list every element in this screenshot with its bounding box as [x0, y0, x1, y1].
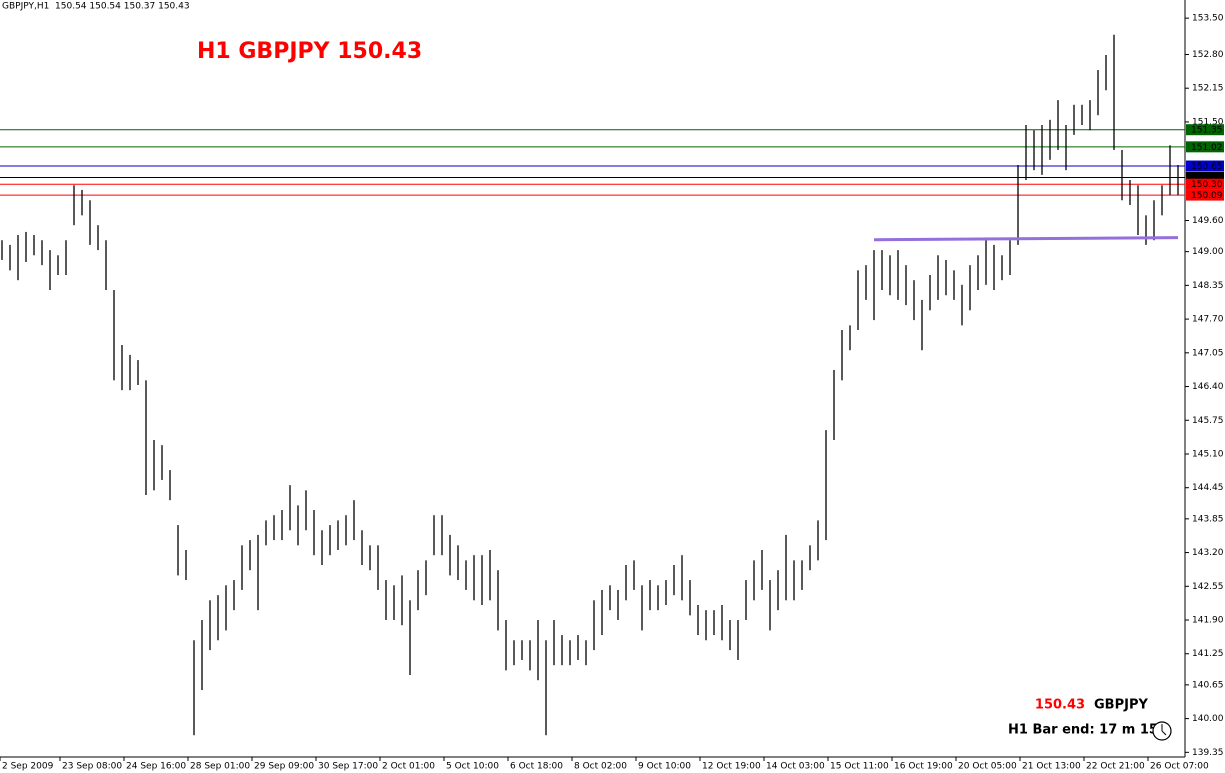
x-tick-label: 26 Oct 07:00: [1150, 762, 1209, 772]
y-tick-label: 151.50: [1192, 117, 1224, 127]
x-tick-label: 22 Oct 21:00: [1086, 762, 1145, 772]
y-tick-label: 153.50: [1192, 14, 1224, 24]
level-tag: [1186, 189, 1224, 201]
x-tick-label: 30 Sep 17:00: [318, 762, 378, 772]
trendline: [873, 236, 1179, 242]
x-tick-label: 28 Sep 01:00: [190, 762, 250, 772]
x-tick-label: 23 Sep 08:00: [62, 762, 122, 772]
level-tag: [1186, 171, 1224, 183]
header: GBPJPY,H1 150.54 150.54 150.37 150.43: [2, 2, 190, 12]
x-tick-label: 2 Oct 01:00: [382, 762, 435, 772]
x-tick-label: 21 Oct 13:00: [1022, 762, 1081, 772]
info-price: 150.43: [1035, 698, 1085, 713]
y-tick-label: 145.75: [1192, 416, 1224, 426]
x-tick-label: 6 Oct 18:00: [510, 762, 563, 772]
clock-icon: [1152, 721, 1172, 741]
y-tick-label: 152.80: [1192, 50, 1224, 60]
level-tag: [1186, 178, 1224, 190]
y-tick-label: 152.15: [1192, 84, 1224, 94]
y-tick-label: 148.35: [1192, 281, 1224, 291]
level-tag: [1186, 160, 1224, 172]
info-bar-end: H1 Bar end: 17 m 15 s: [1008, 723, 1170, 738]
level-tag: [1186, 124, 1224, 136]
y-tick-label: 140.00: [1192, 714, 1224, 724]
y-tick-label: 149.00: [1192, 247, 1224, 257]
x-tick-label: 20 Oct 05:00: [958, 762, 1017, 772]
x-tick-label: 29 Sep 09:00: [254, 762, 314, 772]
y-tick-label: 147.70: [1192, 315, 1224, 325]
y-tick-label: 143.20: [1192, 548, 1224, 558]
chart-title: H1 GBPJPY 150.43: [197, 39, 422, 64]
level-label: 150.09: [1191, 191, 1223, 201]
y-tick-label: 139.35: [1192, 748, 1224, 758]
x-tick-label: 9 Oct 10:00: [638, 762, 691, 772]
level-tag: [1186, 141, 1224, 153]
y-tick-label: 144.45: [1192, 483, 1224, 493]
info-symbol: GBPJPY: [1094, 698, 1148, 713]
y-tick-label: 141.25: [1192, 649, 1224, 659]
x-tick-label: 12 Oct 19:00: [702, 762, 761, 772]
price-bars: [1, 34, 1179, 736]
y-tick-label: 149.60: [1192, 216, 1224, 226]
y-tick-label: 146.40: [1192, 382, 1224, 392]
level-label: 151.02: [1191, 143, 1223, 153]
y-tick-label: 140.65: [1192, 680, 1224, 690]
level-label: 150.43: [1191, 173, 1223, 183]
x-tick-label: 2 Sep 2009: [2, 762, 54, 772]
x-tick-label: 14 Oct 03:00: [766, 762, 825, 772]
level-label: 151.35: [1191, 126, 1223, 136]
level-label: 150.65: [1191, 162, 1223, 172]
y-tick-label: 142.55: [1192, 582, 1224, 592]
y-tick-label: 143.85: [1192, 514, 1224, 524]
x-tick-label: 15 Oct 11:00: [830, 762, 889, 772]
y-tick-label: 147.05: [1192, 348, 1224, 358]
x-tick-label: 24 Sep 16:00: [126, 762, 186, 772]
x-tick-label: 5 Oct 10:00: [446, 762, 499, 772]
level-label: 150.30: [1191, 180, 1223, 190]
y-tick-label: 145.10: [1192, 449, 1224, 459]
x-tick-label: 16 Oct 19:00: [894, 762, 953, 772]
x-tick-label: 8 Oct 02:00: [574, 762, 627, 772]
y-tick-label: 141.90: [1192, 616, 1224, 626]
